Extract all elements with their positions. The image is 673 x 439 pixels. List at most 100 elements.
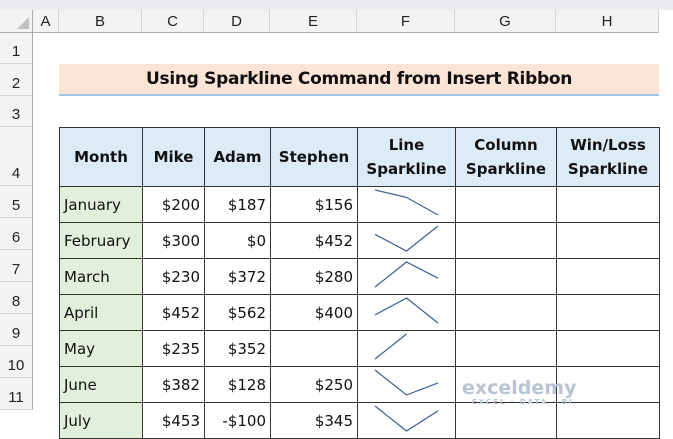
column-sparkline-cell[interactable] bbox=[455, 258, 557, 295]
line-sparkline-cell[interactable] bbox=[357, 294, 456, 331]
column-heading: Mike bbox=[142, 127, 205, 187]
line-sparkline-cell[interactable] bbox=[357, 402, 456, 439]
row-header-6[interactable]: 6 bbox=[0, 218, 33, 250]
cell-stephen[interactable] bbox=[270, 330, 358, 367]
cell-mike[interactable]: $453 bbox=[142, 402, 205, 439]
column-heading: Win/Loss Sparkline bbox=[556, 127, 660, 187]
line-sparkline-cell[interactable] bbox=[357, 330, 456, 367]
column-heading: Adam bbox=[204, 127, 271, 187]
row-header-11[interactable]: 11 bbox=[0, 378, 33, 410]
row-header-5[interactable]: 5 bbox=[0, 186, 33, 218]
line-sparkline bbox=[374, 405, 439, 432]
line-sparkline bbox=[374, 369, 439, 396]
table-row: May $235 $352 bbox=[59, 330, 660, 367]
column-header-B[interactable]: B bbox=[59, 10, 142, 33]
line-sparkline bbox=[374, 297, 439, 324]
cell-month[interactable]: April bbox=[59, 294, 143, 331]
row-header-10[interactable]: 10 bbox=[0, 346, 33, 378]
cell-month[interactable]: July bbox=[59, 402, 143, 439]
row-header-4[interactable]: 4 bbox=[0, 127, 33, 186]
column-heading: Month bbox=[59, 127, 143, 187]
column-header-A[interactable]: A bbox=[33, 10, 59, 33]
cell-mike[interactable]: $382 bbox=[142, 366, 205, 403]
table-row: July $453 -$100 $345 bbox=[59, 402, 660, 439]
watermark-logo: exceldemy EXCEL · DATA · BI bbox=[462, 377, 577, 407]
column-sparkline-cell[interactable] bbox=[455, 186, 557, 223]
cell-month[interactable]: January bbox=[59, 186, 143, 223]
cell-stephen[interactable]: $400 bbox=[270, 294, 358, 331]
row-header-9[interactable]: 9 bbox=[0, 314, 33, 346]
winloss-sparkline-cell[interactable] bbox=[556, 330, 660, 367]
cell-mike[interactable]: $300 bbox=[142, 222, 205, 259]
cell-stephen[interactable]: $280 bbox=[270, 258, 358, 295]
winloss-sparkline-cell[interactable] bbox=[556, 258, 660, 295]
cell-adam[interactable]: $372 bbox=[204, 258, 271, 295]
sheet-title: Using Sparkline Command from Insert Ribb… bbox=[59, 64, 659, 96]
watermark-name: exceldemy bbox=[462, 377, 577, 399]
winloss-sparkline-cell[interactable] bbox=[556, 222, 660, 259]
sparkline-line bbox=[374, 405, 439, 432]
winloss-sparkline-cell[interactable] bbox=[556, 294, 660, 331]
sparkline-line bbox=[374, 189, 439, 216]
line-sparkline-cell[interactable] bbox=[357, 366, 456, 403]
column-sparkline-cell[interactable] bbox=[455, 402, 557, 439]
line-sparkline bbox=[374, 189, 439, 216]
watermark-tagline: EXCEL · DATA · BI bbox=[472, 398, 574, 406]
cell-month[interactable]: May bbox=[59, 330, 143, 367]
formula-bar-strip bbox=[0, 0, 673, 10]
select-all-button[interactable] bbox=[0, 10, 33, 33]
winloss-sparkline-cell[interactable] bbox=[556, 366, 660, 403]
column-sparkline-cell[interactable] bbox=[455, 222, 557, 259]
cell-mike[interactable]: $230 bbox=[142, 258, 205, 295]
sparkline-line bbox=[374, 333, 407, 360]
table-row: March $230 $372 $280 bbox=[59, 258, 660, 295]
column-header-D[interactable]: D bbox=[204, 10, 270, 33]
cell-adam[interactable]: $0 bbox=[204, 222, 271, 259]
column-header-G[interactable]: G bbox=[455, 10, 556, 33]
cell-mike[interactable]: $235 bbox=[142, 330, 205, 367]
row-header-3[interactable]: 3 bbox=[0, 96, 33, 127]
row-header-7[interactable]: 7 bbox=[0, 250, 33, 282]
cell-mike[interactable]: $452 bbox=[142, 294, 205, 331]
sparkline-line bbox=[374, 297, 439, 324]
column-sparkline-cell[interactable] bbox=[455, 330, 557, 367]
sparkline-line bbox=[374, 225, 439, 252]
cell-stephen[interactable]: $156 bbox=[270, 186, 358, 223]
table-row: April $452 $562 $400 bbox=[59, 294, 660, 331]
cell-month[interactable]: June bbox=[59, 366, 143, 403]
row-header-1[interactable]: 1 bbox=[0, 33, 33, 64]
cell-stephen[interactable]: $250 bbox=[270, 366, 358, 403]
column-header-C[interactable]: C bbox=[142, 10, 204, 33]
cell-stephen[interactable]: $345 bbox=[270, 402, 358, 439]
cell-month[interactable]: March bbox=[59, 258, 143, 295]
column-header-H[interactable]: H bbox=[556, 10, 659, 33]
cell-month[interactable]: February bbox=[59, 222, 143, 259]
table-row: January $200 $187 $156 bbox=[59, 186, 660, 223]
data-table: Month Mike Adam Stephen Line Sparkline Column… bbox=[59, 127, 660, 439]
column-heading: Column Sparkline bbox=[455, 127, 557, 187]
row-header-8[interactable]: 8 bbox=[0, 282, 33, 314]
cell-stephen[interactable]: $452 bbox=[270, 222, 358, 259]
cell-adam[interactable]: $128 bbox=[204, 366, 271, 403]
cell-adam[interactable]: $352 bbox=[204, 330, 271, 367]
line-sparkline-cell[interactable] bbox=[357, 258, 456, 295]
line-sparkline-cell[interactable] bbox=[357, 186, 456, 223]
line-sparkline bbox=[374, 261, 439, 288]
cell-adam[interactable]: -$100 bbox=[204, 402, 271, 439]
table-row: February $300 $0 $452 bbox=[59, 222, 660, 259]
row-header-2[interactable]: 2 bbox=[0, 64, 33, 96]
column-sparkline-cell[interactable] bbox=[455, 294, 557, 331]
winloss-sparkline-cell[interactable] bbox=[556, 186, 660, 223]
column-heading: Stephen bbox=[270, 127, 358, 187]
column-header-E[interactable]: E bbox=[270, 10, 357, 33]
winloss-sparkline-cell[interactable] bbox=[556, 402, 660, 439]
cell-adam[interactable]: $562 bbox=[204, 294, 271, 331]
line-sparkline bbox=[374, 225, 439, 252]
line-sparkline bbox=[374, 333, 407, 360]
cell-mike[interactable]: $200 bbox=[142, 186, 205, 223]
sparkline-line bbox=[374, 369, 439, 396]
cell-adam[interactable]: $187 bbox=[204, 186, 271, 223]
sparkline-line bbox=[374, 261, 439, 288]
column-header-F[interactable]: F bbox=[357, 10, 455, 33]
line-sparkline-cell[interactable] bbox=[357, 222, 456, 259]
